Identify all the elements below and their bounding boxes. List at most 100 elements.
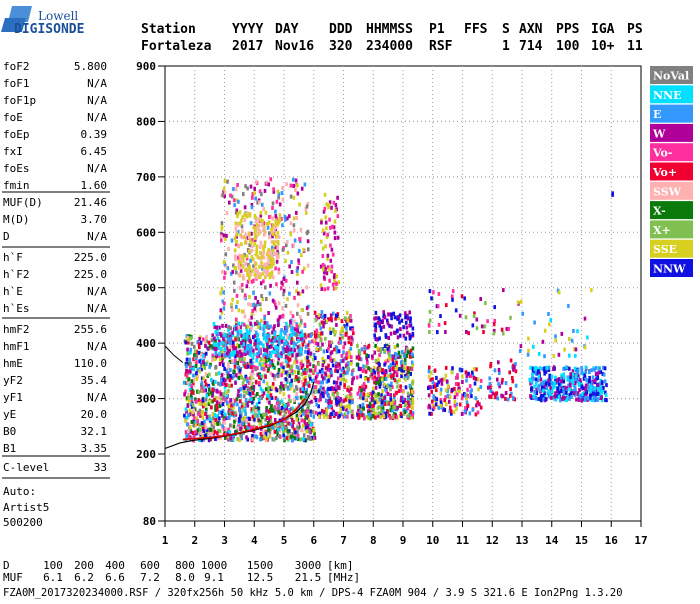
echo-point bbox=[185, 357, 189, 362]
echo-point bbox=[409, 366, 412, 371]
echo-point bbox=[243, 416, 246, 421]
echo-point bbox=[361, 384, 365, 389]
echo-point bbox=[329, 313, 333, 318]
echo-point bbox=[244, 361, 247, 366]
echo-point bbox=[320, 310, 324, 315]
echo-point bbox=[228, 332, 231, 337]
echo-point bbox=[463, 296, 466, 301]
echo-point bbox=[365, 355, 368, 360]
echo-point bbox=[602, 385, 605, 390]
echo-point bbox=[466, 387, 469, 392]
echo-point bbox=[222, 396, 225, 401]
echo-point bbox=[292, 341, 296, 346]
echo-point bbox=[332, 357, 336, 362]
echo-point bbox=[600, 395, 603, 400]
echo-point bbox=[377, 357, 380, 362]
echo-point bbox=[469, 374, 473, 379]
echo-point bbox=[291, 326, 295, 331]
echo-point bbox=[301, 397, 304, 402]
echo-point bbox=[335, 361, 338, 366]
echo-point bbox=[361, 413, 364, 418]
echo-point bbox=[443, 398, 446, 402]
echo-point bbox=[547, 389, 550, 394]
echo-point bbox=[394, 351, 397, 356]
echo-point bbox=[383, 349, 387, 354]
echo-point bbox=[190, 383, 194, 388]
echo-point bbox=[223, 301, 226, 306]
echo-point bbox=[430, 411, 433, 416]
echo-point bbox=[317, 362, 320, 367]
echo-point bbox=[344, 371, 347, 376]
echo-point bbox=[549, 393, 553, 398]
echo-point bbox=[596, 391, 600, 396]
echo-point bbox=[512, 367, 515, 372]
echo-point bbox=[513, 365, 516, 370]
echo-point bbox=[295, 210, 298, 215]
echo-point bbox=[275, 338, 279, 343]
legend-label: SSW bbox=[653, 185, 682, 198]
echo-point bbox=[184, 389, 187, 394]
echo-point bbox=[293, 295, 296, 300]
echo-point bbox=[593, 389, 597, 394]
muf-d-value: 400 bbox=[105, 559, 125, 572]
echo-point bbox=[473, 311, 476, 316]
echo-point bbox=[199, 340, 203, 345]
echo-point bbox=[252, 407, 255, 412]
echo-point bbox=[219, 291, 222, 296]
echo-point bbox=[398, 320, 401, 325]
echo-point bbox=[568, 366, 571, 371]
echo-point bbox=[576, 391, 580, 396]
echo-point bbox=[321, 254, 325, 258]
echo-point bbox=[259, 386, 263, 391]
echo-point bbox=[212, 425, 216, 430]
echo-point bbox=[267, 182, 270, 187]
echo-point bbox=[258, 272, 261, 277]
echo-point bbox=[197, 398, 201, 403]
echo-point bbox=[346, 366, 349, 371]
echo-point bbox=[346, 414, 349, 419]
echo-point bbox=[194, 364, 198, 368]
echo-point bbox=[574, 377, 578, 381]
auto-label: Auto: bbox=[3, 485, 36, 498]
echo-point bbox=[309, 351, 313, 356]
echo-point bbox=[455, 402, 458, 407]
echo-point bbox=[246, 403, 250, 408]
echo-point bbox=[244, 184, 247, 189]
echo-point bbox=[543, 394, 547, 399]
echo-point bbox=[255, 222, 259, 227]
echo-point bbox=[233, 361, 237, 366]
echo-point bbox=[306, 422, 309, 426]
echo-point bbox=[205, 414, 209, 419]
muf-d-value: 100 bbox=[43, 559, 63, 572]
echo-point bbox=[233, 266, 237, 271]
echo-point bbox=[221, 269, 224, 274]
echo-point bbox=[214, 365, 217, 370]
y-tick-label: 300 bbox=[136, 393, 156, 406]
param-value: 110.0 bbox=[74, 357, 107, 370]
echo-point bbox=[306, 311, 310, 316]
echo-point bbox=[280, 381, 283, 386]
param-name: fmin bbox=[3, 179, 30, 192]
echo-point bbox=[217, 381, 220, 386]
echo-point bbox=[336, 235, 340, 240]
echo-point bbox=[356, 413, 359, 417]
echo-point bbox=[393, 414, 397, 419]
echo-point bbox=[254, 219, 258, 224]
echo-point bbox=[346, 318, 350, 323]
echo-point bbox=[540, 382, 543, 386]
echo-point bbox=[295, 417, 298, 422]
echo-point bbox=[338, 411, 341, 416]
echo-point bbox=[257, 217, 260, 222]
echo-point bbox=[310, 399, 313, 404]
echo-point bbox=[246, 379, 249, 384]
echo-point bbox=[306, 414, 309, 419]
echo-point bbox=[492, 331, 496, 336]
echo-point bbox=[334, 412, 338, 417]
echo-point bbox=[428, 309, 432, 314]
echo-point bbox=[312, 369, 315, 374]
echo-point bbox=[284, 370, 288, 375]
echo-point bbox=[317, 334, 321, 338]
echo-point bbox=[240, 235, 243, 240]
echo-point bbox=[332, 327, 335, 332]
echo-point bbox=[270, 359, 273, 364]
